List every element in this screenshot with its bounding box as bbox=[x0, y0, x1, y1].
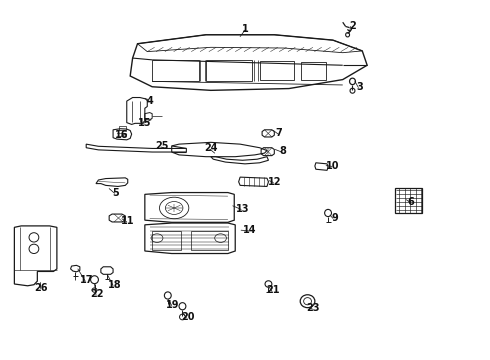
Text: 8: 8 bbox=[280, 146, 287, 156]
Text: 23: 23 bbox=[307, 303, 320, 314]
Text: 19: 19 bbox=[167, 300, 180, 310]
Text: 6: 6 bbox=[408, 197, 415, 207]
Text: 4: 4 bbox=[147, 96, 153, 106]
Text: 1: 1 bbox=[242, 24, 248, 35]
Text: 3: 3 bbox=[356, 82, 363, 92]
Bar bbox=[260, 60, 294, 80]
Text: 12: 12 bbox=[268, 177, 281, 187]
Text: 11: 11 bbox=[121, 216, 134, 226]
Text: 17: 17 bbox=[79, 275, 93, 285]
Text: 9: 9 bbox=[331, 213, 338, 222]
Text: 13: 13 bbox=[236, 204, 249, 214]
Text: 21: 21 bbox=[267, 285, 280, 296]
Bar bbox=[191, 230, 228, 250]
Text: 10: 10 bbox=[326, 161, 340, 171]
Text: 22: 22 bbox=[91, 289, 104, 299]
Text: 24: 24 bbox=[204, 143, 218, 153]
Text: 5: 5 bbox=[112, 188, 119, 198]
Text: 18: 18 bbox=[108, 280, 122, 290]
Text: 26: 26 bbox=[34, 283, 48, 293]
Bar bbox=[206, 60, 252, 81]
Bar bbox=[152, 60, 198, 81]
Text: 20: 20 bbox=[181, 312, 195, 322]
Text: 14: 14 bbox=[243, 225, 257, 235]
Bar bbox=[119, 126, 126, 130]
Bar bbox=[301, 62, 326, 80]
Text: 16: 16 bbox=[115, 130, 128, 140]
Text: 25: 25 bbox=[155, 141, 169, 151]
Text: 7: 7 bbox=[276, 129, 283, 138]
Bar bbox=[395, 188, 422, 213]
Text: 15: 15 bbox=[138, 118, 151, 128]
Bar bbox=[152, 230, 181, 250]
Text: 2: 2 bbox=[349, 21, 356, 31]
